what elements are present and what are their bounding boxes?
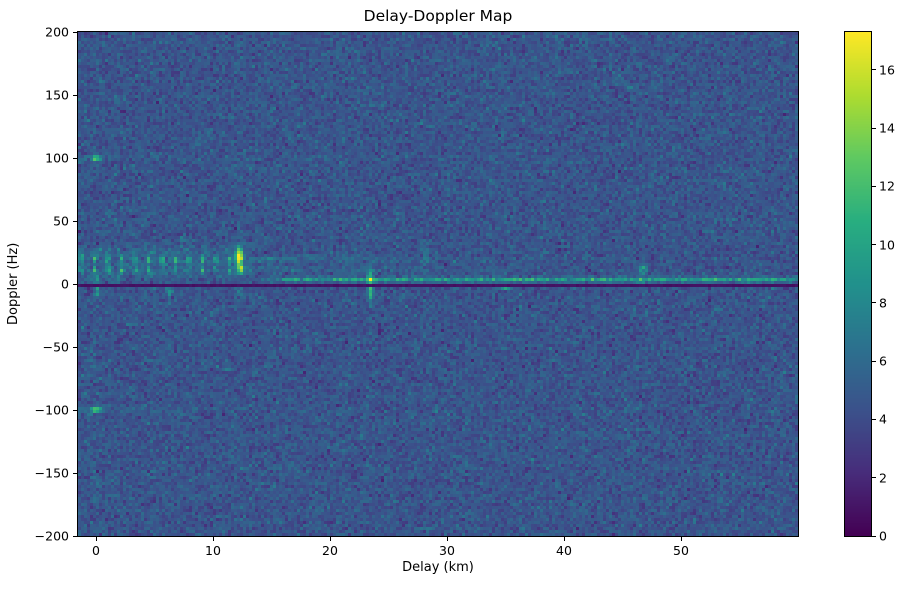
chart-title: Delay-Doppler Map: [363, 7, 513, 25]
colorbar: [844, 31, 872, 537]
colorbar-tick-mark: [872, 535, 876, 537]
plot-area: [77, 31, 799, 537]
y-tick-label: −50: [42, 339, 69, 355]
y-tick-label: 200: [45, 24, 69, 40]
x-tick-label: 0: [92, 543, 100, 558]
colorbar-tick-label: 12: [879, 178, 895, 194]
colorbar-tick-mark: [872, 360, 876, 362]
y-tick-label: 100: [45, 150, 69, 166]
colorbar-tick-label: 2: [879, 470, 887, 486]
y-tick-label: 150: [45, 87, 69, 103]
y-tick-mark: [73, 346, 77, 348]
colorbar-tick-mark: [872, 418, 876, 420]
x-tick-mark: [95, 537, 97, 541]
x-tick-label: 10: [205, 543, 221, 558]
x-tick-label: 50: [673, 543, 689, 558]
x-tick-label: 30: [439, 543, 455, 558]
y-tick-mark: [73, 157, 77, 159]
colorbar-tick-mark: [872, 477, 876, 479]
colorbar-tick-label: 14: [879, 120, 895, 136]
colorbar-tick-label: 10: [879, 237, 895, 253]
y-axis-label: Doppler (Hz): [6, 242, 21, 326]
x-tick-mark: [446, 537, 448, 541]
colorbar-tick-mark: [872, 69, 876, 71]
colorbar-tick-mark: [872, 127, 876, 129]
colorbar-canvas: [845, 32, 871, 536]
colorbar-tick-mark: [872, 244, 876, 246]
y-tick-label: −100: [34, 402, 69, 418]
colorbar-tick-label: 8: [879, 295, 887, 311]
x-tick-mark: [212, 537, 214, 541]
y-tick-mark: [73, 535, 77, 537]
x-axis-label: Delay (km): [402, 560, 474, 575]
x-tick-mark: [563, 537, 565, 541]
colorbar-tick-label: 16: [879, 62, 895, 78]
colorbar-tick-label: 6: [879, 353, 887, 369]
x-tick-mark: [329, 537, 331, 541]
colorbar-tick-mark: [872, 185, 876, 187]
x-tick-label: 40: [556, 543, 572, 558]
y-tick-mark: [73, 409, 77, 411]
x-tick-label: 20: [322, 543, 338, 558]
y-tick-label: −200: [34, 528, 69, 544]
colorbar-tick-mark: [872, 302, 876, 304]
colorbar-tick-label: 0: [879, 528, 887, 544]
y-tick-label: 50: [53, 213, 69, 229]
y-tick-label: −150: [34, 465, 69, 481]
y-tick-mark: [73, 472, 77, 474]
y-tick-mark: [73, 283, 77, 285]
y-tick-label: 0: [61, 276, 69, 292]
y-tick-mark: [73, 31, 77, 33]
y-tick-mark: [73, 94, 77, 96]
y-tick-mark: [73, 220, 77, 222]
colorbar-tick-label: 4: [879, 411, 887, 427]
heatmap-canvas: [78, 32, 798, 536]
x-tick-mark: [680, 537, 682, 541]
